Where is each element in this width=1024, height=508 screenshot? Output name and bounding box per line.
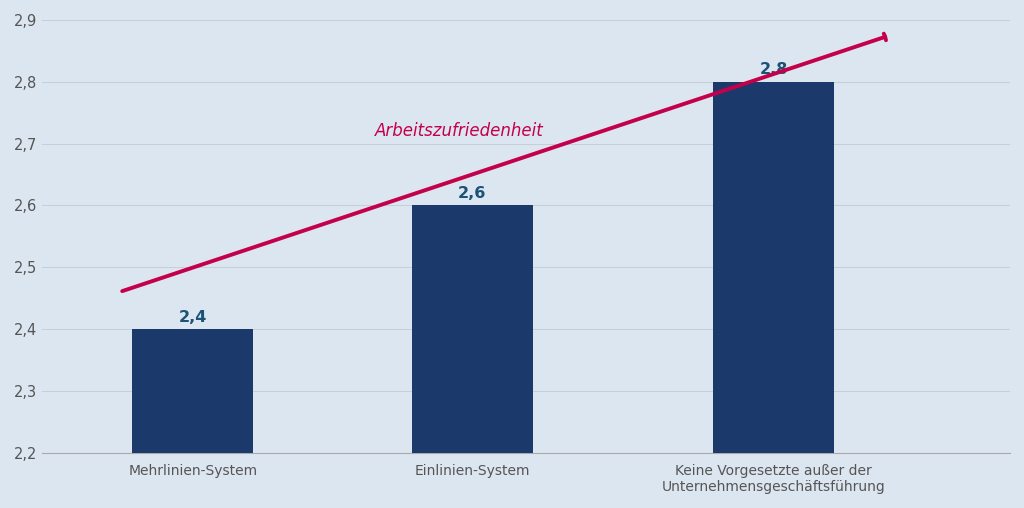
Text: Arbeitszufriedenheit: Arbeitszufriedenheit <box>375 122 544 140</box>
Bar <box>132 329 253 453</box>
Text: 2,4: 2,4 <box>178 310 207 325</box>
Bar <box>412 205 532 453</box>
Text: 2,8: 2,8 <box>760 62 787 77</box>
Text: 2,6: 2,6 <box>458 186 486 201</box>
Bar <box>714 82 834 453</box>
